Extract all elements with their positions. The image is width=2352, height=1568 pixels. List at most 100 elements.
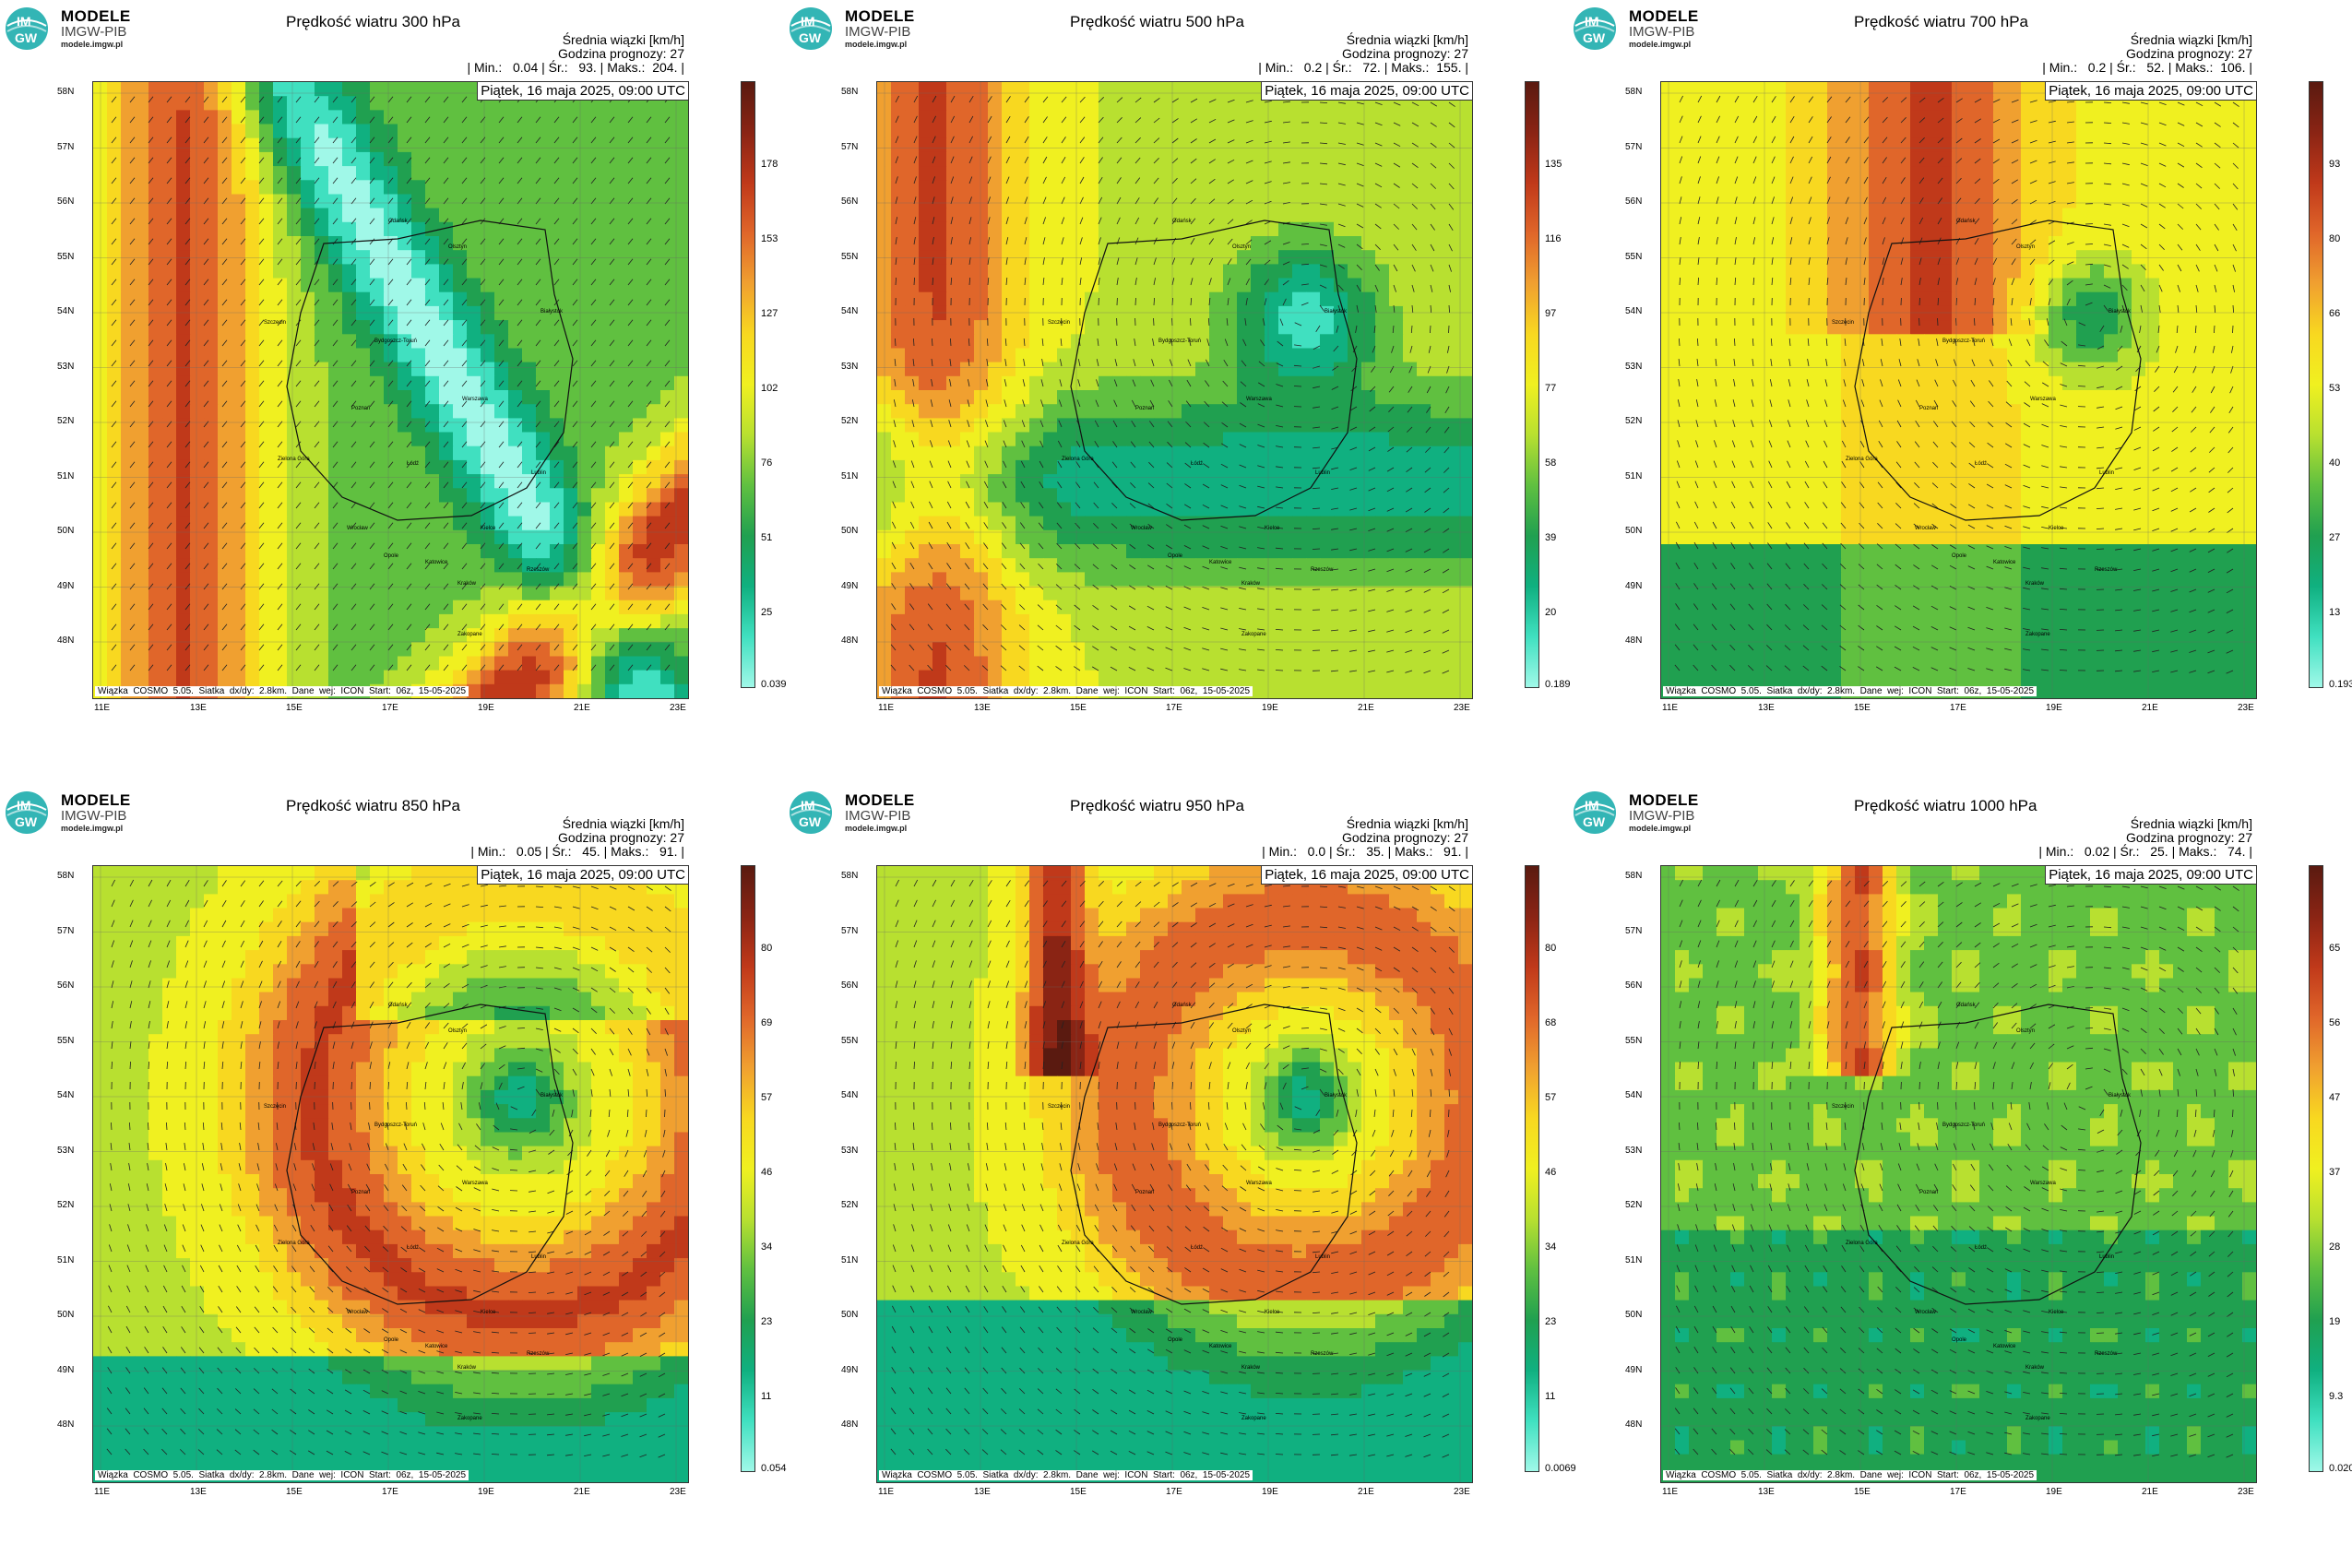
wind-arrow	[553, 339, 560, 347]
wind-arrow	[1771, 880, 1776, 887]
wind-arrow	[1319, 1048, 1327, 1051]
wind-arrow	[2041, 445, 2049, 448]
wind-arrow	[553, 137, 560, 144]
wind-arrow	[2189, 548, 2197, 552]
wind-arrow	[609, 1088, 612, 1097]
wind-arrow	[1822, 584, 1828, 590]
wind-arrow	[350, 644, 357, 651]
wind-arrow	[529, 1170, 537, 1173]
wind-arrow	[455, 1248, 463, 1253]
imgw-logo: IM GW MODELE IMGW-PIB modele.imgw.pl	[4, 6, 142, 52]
wind-arrow	[1184, 483, 1192, 489]
wind-arrow	[1443, 1230, 1450, 1238]
wind-arrow	[295, 481, 302, 489]
wind-arrow	[203, 583, 209, 590]
wind-arrow	[498, 461, 505, 469]
wind-arrow	[129, 1061, 131, 1070]
wind-arrow	[295, 880, 302, 887]
wind-arrow	[929, 460, 933, 469]
wind-arrow	[1411, 162, 1419, 169]
wind-arrow	[386, 1123, 389, 1131]
wind-arrow	[965, 1285, 970, 1293]
wind-arrow	[406, 583, 412, 590]
wind-arrow	[1374, 162, 1383, 167]
wind-arrow	[1128, 1430, 1136, 1435]
wind-arrow	[258, 380, 265, 387]
wind-arrow	[1349, 1332, 1358, 1336]
stats-box: Średnia wiązki [km/h] Godzina prognozy: …	[2042, 33, 2252, 75]
wind-arrow	[1128, 625, 1136, 631]
wind-arrow	[1301, 1047, 1310, 1050]
wind-arrow	[572, 522, 578, 529]
lat-label: 54N	[1625, 306, 1643, 316]
wind-arrow	[363, 1307, 371, 1313]
wind-arrow	[329, 1183, 334, 1192]
wind-arrow	[1153, 317, 1155, 327]
wind-arrow	[967, 1183, 970, 1192]
wind-arrow	[932, 176, 935, 184]
wind-arrow	[184, 879, 190, 887]
wind-arrow	[1734, 899, 1740, 908]
wind-arrow	[1319, 223, 1327, 226]
wind-arrow	[2103, 906, 2112, 908]
wind-arrow	[311, 1183, 315, 1192]
wind-arrow	[1845, 257, 1847, 266]
wind-arrow	[1448, 101, 1455, 107]
wind-arrow	[1222, 380, 1229, 387]
wind-arrow	[1913, 503, 1920, 509]
wind-arrow	[1675, 541, 1681, 550]
wind-arrow	[1821, 604, 1828, 611]
wind-arrow	[1935, 359, 1939, 367]
colorbar-tick-label: 116	[1545, 233, 1562, 244]
wind-arrow	[347, 1204, 352, 1212]
wind-arrow	[1679, 156, 1683, 164]
wind-arrow	[221, 960, 226, 968]
panel-title: Prędkość wiatru 300 hPa	[286, 13, 460, 30]
wind-arrow	[1206, 1123, 1210, 1131]
wind-arrow	[1312, 467, 1321, 469]
wind-arrow	[2059, 527, 2068, 529]
wind-arrow	[1165, 586, 1173, 590]
wind-arrow	[664, 339, 671, 347]
wind-arrow	[2227, 487, 2234, 493]
wind-arrow	[312, 1163, 315, 1171]
wind-arrow	[461, 380, 468, 387]
wind-arrow	[258, 1001, 262, 1009]
wind-arrow	[1075, 440, 1081, 448]
wind-arrow	[1863, 900, 1870, 908]
wind-arrow	[985, 1163, 989, 1171]
colorbar-tick-label: 102	[761, 383, 778, 394]
wind-arrow	[1019, 1306, 1026, 1313]
wind-arrow	[1313, 1170, 1321, 1173]
wind-arrow	[1694, 481, 1699, 489]
wind-arrow	[2046, 318, 2049, 327]
wind-arrow	[547, 1291, 555, 1294]
wind-arrow	[275, 1163, 279, 1171]
wind-arrow	[1393, 1007, 1399, 1014]
wind-arrow	[1275, 547, 1284, 550]
wind-arrow	[1337, 987, 1346, 991]
wind-arrow	[184, 624, 191, 631]
wind-arrow	[2004, 587, 2013, 590]
wind-arrow	[517, 218, 523, 225]
wind-arrow	[1183, 545, 1192, 550]
wind-arrow	[387, 441, 394, 448]
wind-arrow	[1187, 1143, 1192, 1151]
wind-arrow	[1204, 400, 1210, 408]
wind-arrow	[240, 177, 246, 184]
wind-arrow	[1808, 136, 1813, 144]
wind-arrow	[184, 238, 191, 245]
lat-label: 51N	[57, 470, 75, 481]
wind-arrow	[1183, 626, 1192, 631]
wind-arrow	[184, 502, 191, 509]
wind-arrow	[1448, 203, 1455, 210]
wind-arrow	[2005, 401, 2013, 408]
wind-arrow	[2195, 926, 2203, 932]
wind-arrow	[277, 116, 283, 124]
wind-arrow	[1202, 545, 1210, 550]
wind-arrow	[2024, 402, 2031, 408]
wind-arrow	[387, 1041, 392, 1050]
wind-arrow	[1894, 625, 1902, 631]
wind-arrow	[639, 1413, 647, 1418]
wind-arrow	[310, 1224, 315, 1232]
